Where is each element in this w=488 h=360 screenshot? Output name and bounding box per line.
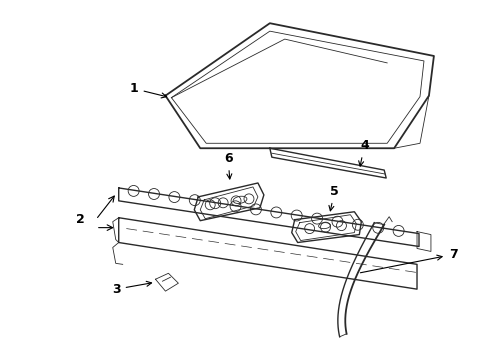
Text: 1: 1 (130, 82, 166, 98)
Text: 2: 2 (76, 213, 85, 226)
Text: 3: 3 (112, 281, 151, 296)
Text: 7: 7 (360, 248, 457, 273)
Text: 5: 5 (328, 185, 338, 211)
Text: 4: 4 (358, 139, 368, 166)
Text: 6: 6 (224, 152, 232, 179)
